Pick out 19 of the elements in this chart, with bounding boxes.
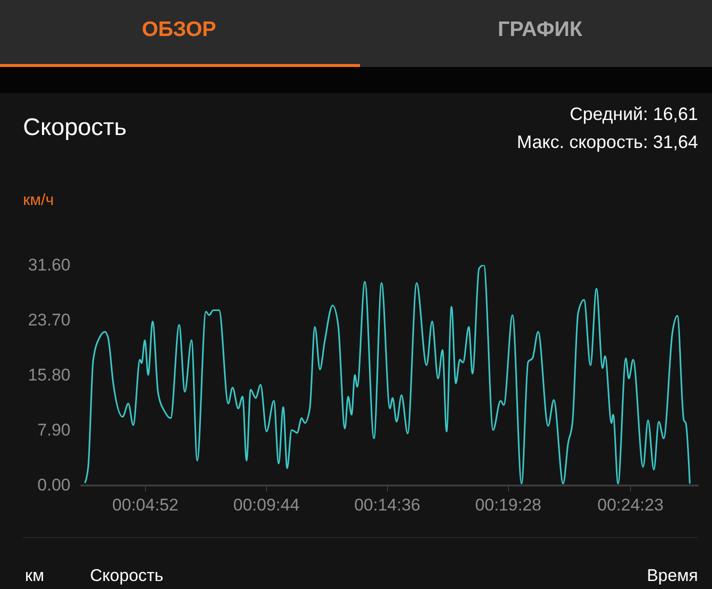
y-axis-title: км/ч bbox=[23, 192, 54, 209]
text: Скорость bbox=[90, 566, 164, 585]
x-tick-label: 00:19:28 bbox=[475, 496, 542, 514]
text: Время bbox=[646, 566, 698, 585]
y-tick-label: 0.00 bbox=[37, 476, 70, 494]
text: ОБЗОР bbox=[142, 18, 216, 41]
text: Макс. скорость: 31,64 bbox=[516, 132, 698, 152]
text: км bbox=[25, 566, 44, 585]
text: ГРАФИК bbox=[498, 18, 582, 41]
x-tick-label: 00:09:44 bbox=[233, 496, 300, 514]
y-tick-label: 15.80 bbox=[28, 366, 70, 384]
x-tick-label: 00:14:36 bbox=[354, 496, 420, 514]
y-tick-label: 31.60 bbox=[28, 256, 70, 274]
y-tick-label: 7.90 bbox=[37, 420, 70, 440]
text: Средний: 16,61 bbox=[570, 104, 698, 124]
x-tick-label: 00:04:52 bbox=[112, 496, 178, 514]
x-tick-label: 00:24:23 bbox=[597, 496, 664, 514]
y-tick-label: 23.70 bbox=[28, 310, 70, 330]
chart-title: Скорость bbox=[23, 114, 127, 141]
